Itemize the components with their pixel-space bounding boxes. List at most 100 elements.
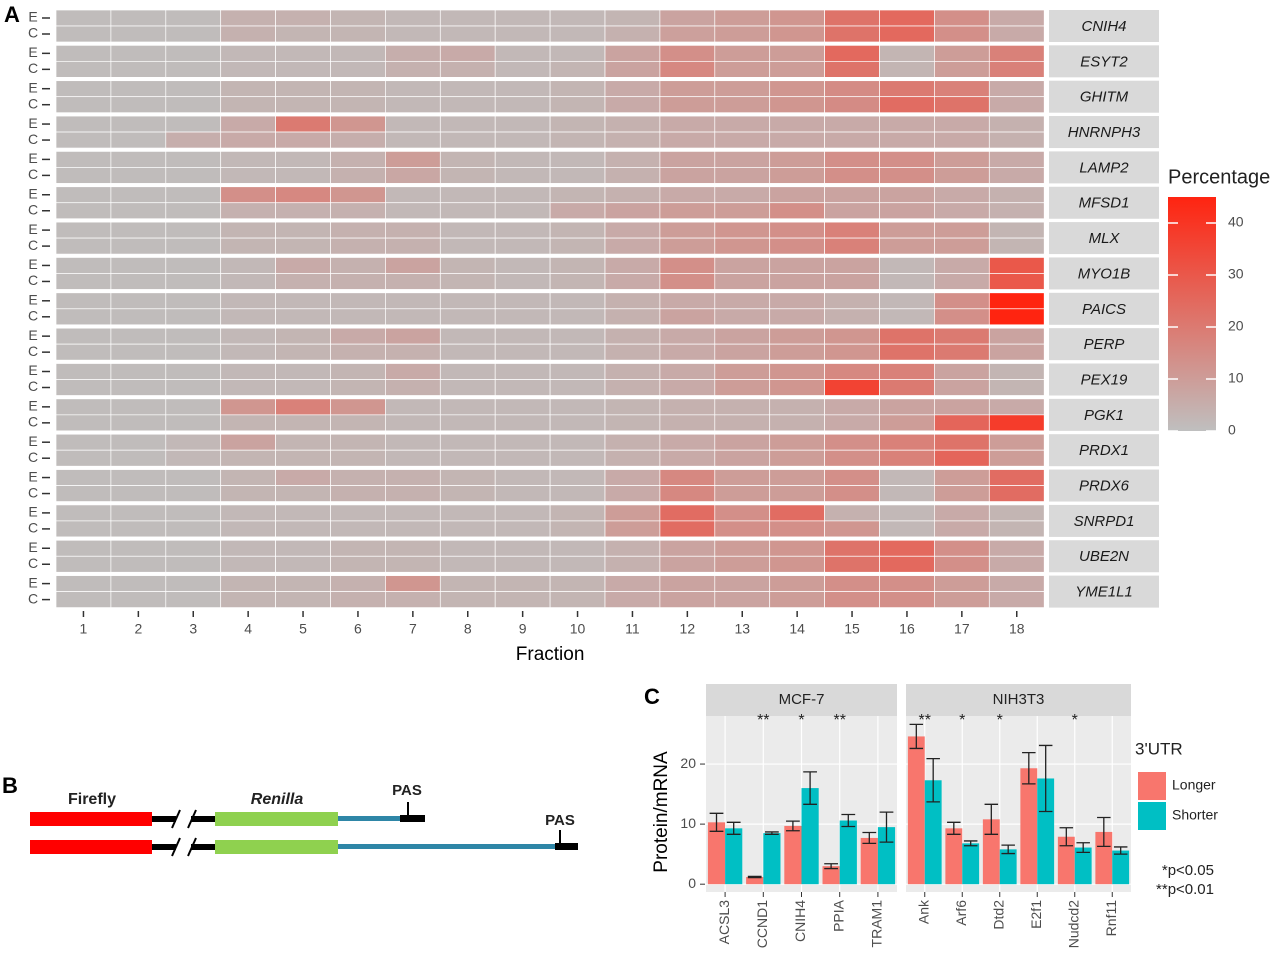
heat-cell [55,25,112,43]
heat-cell [385,151,441,168]
heat-cell [220,151,276,168]
heat-cell [879,504,935,522]
heat-cell [714,379,771,396]
heat-cell [714,273,771,290]
heat-cell [604,555,661,573]
panel-label: C [644,684,660,709]
heat-cell [439,433,496,451]
heat-cell [55,44,112,62]
row-label: E [28,9,37,25]
heat-cell [494,80,551,98]
x-tick-label: CNIH4 [792,900,808,942]
firefly-box [30,840,152,854]
heat-cell [824,237,880,255]
heat-cell [275,539,331,557]
bar [999,849,1017,885]
heat-cell [879,60,935,78]
heat-cell [385,591,441,608]
firefly-box [30,812,152,826]
heat-cell [988,9,1045,27]
heat-cell [110,292,167,310]
gene-strip [1049,540,1159,573]
heat-cell [220,308,276,326]
gene-strip [1049,116,1159,149]
error-bar [1076,842,1090,854]
gene-label: PAICS [1082,301,1126,318]
heat-cell [879,539,935,557]
heat-cell [824,96,880,114]
heat-cell [275,575,331,592]
heat-cell [988,539,1045,557]
error-bar [803,771,817,805]
heat-cell [220,398,276,416]
heat-cell [769,555,825,573]
x-tick-label: 18 [1009,621,1025,637]
heat-cell [220,485,276,502]
heat-cell [714,485,771,502]
heat-cell [385,221,441,239]
heat-cell [879,591,935,608]
heat-cell [165,363,222,380]
error-bar [947,821,961,835]
heat-cell [769,151,825,168]
heat-cell [110,591,167,608]
heat-cell [55,575,112,592]
heat-cell [220,433,276,451]
heat-cell [330,504,386,522]
heat-cell [330,363,386,380]
heat-cell [439,575,496,592]
break [171,809,181,829]
row-label: C [28,237,38,253]
heat-cell [55,131,112,149]
heat-cell [494,237,551,255]
heat-cell [769,308,825,326]
heat-cell [934,60,990,78]
heat-cell [934,327,990,345]
heat-cell [714,504,771,522]
heat-cell [714,433,771,451]
heat-cell [275,131,331,149]
heat-cell [220,115,276,133]
heat-cell [824,80,880,98]
heat-cell [385,308,441,326]
heat-cell [110,60,167,78]
heat-cell [439,96,496,114]
heat-cell [439,202,496,220]
heat-cell [769,469,825,486]
heat-cell [330,520,386,538]
bar [1074,847,1092,885]
heat-cell [439,520,496,538]
heat-cell [714,25,771,43]
heat-cell [659,308,716,326]
heat-cell [439,221,496,239]
gene-strip [1049,469,1159,502]
error-bar [879,811,894,843]
row-label: E [28,539,37,555]
heat-cell [110,398,167,416]
heat-cell [275,273,331,290]
heat-cell [494,398,551,416]
heat-cell [55,363,112,380]
bar [725,828,743,885]
heat-cell [55,591,112,608]
heat-cell [659,555,716,573]
heat-cell [110,131,167,149]
row-label: C [28,378,38,394]
heat-cell [165,469,222,486]
heat-cell [604,379,661,396]
heat-cell [934,202,990,220]
heat-cell [330,131,386,149]
heat-cell [714,257,771,274]
heat-cell [604,237,661,255]
heat-cell [549,327,606,345]
x-tick-label: 16 [899,621,915,637]
heat-cell [604,327,661,345]
heat-cell [330,25,386,43]
x-tick-label: 14 [789,621,805,637]
error-bar [747,875,762,879]
heat-cell [659,363,716,380]
heat-cell [714,363,771,380]
heat-cell [604,414,661,432]
heat-cell [824,363,880,380]
heat-cell [439,485,496,502]
